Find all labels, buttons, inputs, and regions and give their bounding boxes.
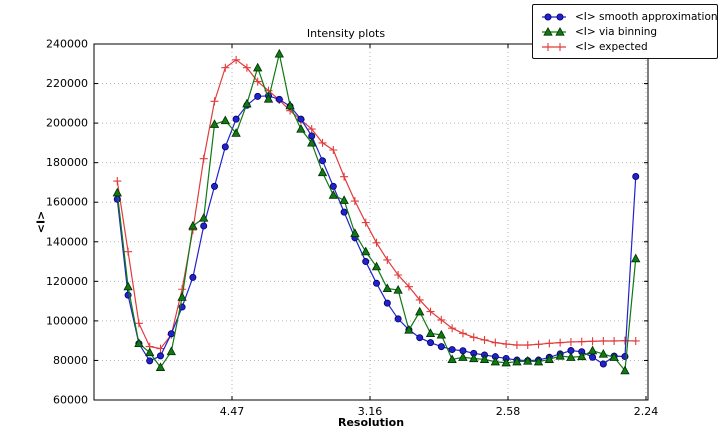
y-tick-label: 200000 [46, 117, 88, 130]
y-tick-label: 60000 [53, 394, 88, 407]
y-tick-label: 140000 [46, 235, 88, 248]
x-tick-label: 3.16 [358, 405, 383, 418]
y-tick-label: 240000 [46, 38, 88, 51]
y-axis-label: <I> [34, 210, 48, 234]
line-circle-marker-icon [542, 13, 566, 20]
y-tick-label: 180000 [46, 156, 88, 169]
legend-label: <I> expected [575, 40, 648, 53]
y-tick-label: 220000 [46, 77, 88, 90]
series-plus [113, 55, 640, 353]
legend-entry-expected: <I> expected [539, 39, 711, 54]
chart-title: Intensity plots [306, 27, 386, 40]
x-axis-label: Resolution [337, 416, 405, 429]
legend-entry-via-binning: <I> via binning [539, 24, 711, 39]
x-tick-label: 2.24 [634, 405, 659, 418]
series-triangle [112, 48, 641, 375]
y-tick-label: 80000 [53, 354, 88, 367]
tick-marks [94, 43, 648, 401]
x-tick-label: 4.47 [220, 405, 245, 418]
legend-entry-smooth-approximation: <I> smooth approximation [539, 9, 718, 24]
legend-label: <I> smooth approximation [575, 10, 718, 23]
axes-frame [93, 43, 649, 401]
x-tick-label: 2.58 [496, 405, 521, 418]
y-tick-label: 160000 [46, 196, 88, 209]
legend: <I> smooth approximation <I> via binning… [532, 4, 718, 59]
line-plus-marker-icon [542, 42, 566, 51]
line-triangle-marker-icon [542, 26, 566, 36]
gridlines [94, 44, 648, 400]
y-tick-label: 100000 [46, 314, 88, 327]
y-tick-label: 120000 [46, 275, 88, 288]
tick-labels: 4.47 3.16 2.58 2.24 60000 80000 100000 120000 14… [46, 38, 658, 419]
legend-label: <I> via binning [575, 25, 658, 38]
